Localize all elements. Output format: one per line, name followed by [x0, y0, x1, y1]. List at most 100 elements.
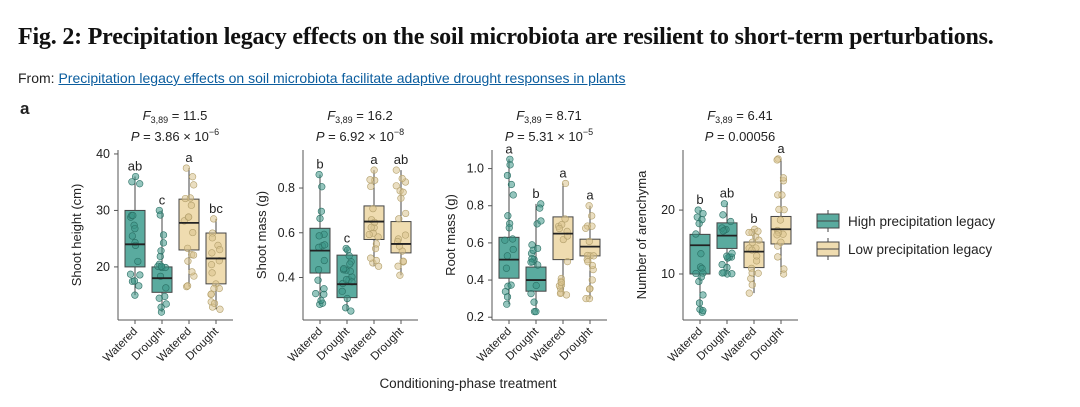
data-point [723, 263, 731, 272]
data-point [126, 270, 135, 278]
f-statistic: F3,89 = 11.5 [143, 108, 208, 125]
data-point [585, 285, 594, 293]
significance-letter: b [532, 186, 539, 201]
data-point [723, 252, 731, 260]
data-point [699, 307, 707, 315]
data-point [401, 231, 410, 239]
data-point [365, 230, 373, 239]
data-point [210, 215, 218, 223]
significance-letter: a [185, 150, 193, 165]
data-point [503, 300, 511, 308]
data-point [588, 212, 596, 220]
significance-letter: b [696, 192, 703, 207]
data-point [585, 202, 593, 210]
data-point [132, 172, 140, 181]
data-point [555, 224, 564, 233]
data-point [128, 232, 136, 240]
data-point [584, 258, 592, 266]
panel-label: a [20, 99, 30, 118]
data-point [776, 216, 785, 224]
legend-label: High precipitation legacy [848, 214, 995, 229]
panel-4: 10 20 Number of arenchyma F3,89 = 6.41 P = 0… [634, 108, 798, 365]
significance-letter: ab [394, 152, 408, 167]
data-point [131, 241, 140, 250]
significance-letter: a [370, 152, 378, 167]
data-point [527, 290, 535, 298]
data-point [314, 265, 323, 274]
source-link[interactable]: Precipitation legacy effects on soil mic… [58, 70, 626, 86]
data-point [186, 194, 195, 202]
significance-letter: c [159, 192, 166, 207]
significance-letter: a [505, 141, 513, 156]
data-point [585, 237, 593, 246]
y-axis-label: Shoot height (cm) [69, 184, 84, 287]
data-point [314, 276, 322, 284]
data-point [369, 205, 377, 213]
data-point [534, 244, 542, 253]
data-point [509, 235, 517, 243]
data-point [727, 217, 735, 226]
data-point [208, 234, 216, 242]
data-point [317, 296, 325, 305]
data-point [509, 245, 517, 254]
data-point [395, 215, 403, 223]
f-statistic: F3,89 = 8.71 [516, 108, 582, 125]
y-tick-label: 10 [661, 267, 675, 281]
panel-3: 0.2 0.4 0.6 0.8 1.0 Root mass (g) F3,89 = 8.71… [443, 108, 607, 365]
data-point [563, 258, 572, 266]
y-axis-label: Number of arenchyma [634, 170, 649, 299]
panel-2: 0.4 0.6 0.8 Shoot mass (g) F3,89 = 16.2 P = 6… [254, 108, 418, 365]
data-point [528, 241, 536, 249]
data-point [755, 236, 763, 244]
data-point [159, 231, 168, 239]
p-value: P = 6.92 × 10−8 [316, 127, 404, 144]
data-point [699, 209, 707, 218]
p-value: P = 3.86 × 10−6 [131, 127, 219, 144]
data-point [501, 236, 509, 244]
data-point [338, 287, 346, 295]
data-point [561, 179, 570, 188]
data-point [374, 233, 382, 241]
data-point [183, 244, 192, 252]
data-point [347, 307, 355, 315]
data-point [534, 261, 542, 269]
data-point [316, 214, 324, 223]
data-point [590, 252, 598, 260]
data-point [719, 227, 727, 235]
y-tick-label: 20 [661, 203, 675, 217]
data-point [184, 257, 192, 265]
data-point [189, 173, 197, 181]
data-point [207, 261, 216, 269]
data-point [208, 249, 216, 257]
data-point [207, 290, 215, 298]
significance-letter: a [559, 165, 567, 180]
data-point [210, 284, 218, 293]
data-point [719, 211, 727, 219]
data-point [134, 257, 142, 266]
data-point [131, 291, 139, 299]
panel-1: 20 30 40 Shoot height (cm) F3,89 = 11.5 P = 3… [69, 108, 233, 365]
data-point [130, 277, 139, 285]
data-point [366, 176, 374, 184]
data-point [748, 281, 756, 289]
data-point [695, 299, 704, 307]
data-point [748, 238, 757, 246]
source-line: From: Precipitation legacy effects on so… [18, 70, 626, 86]
significance-letter: b [316, 157, 323, 172]
data-point [190, 181, 198, 189]
data-point [582, 224, 590, 232]
significance-letter: bc [209, 201, 223, 216]
data-point [372, 240, 380, 248]
data-point [399, 257, 407, 265]
data-point [402, 209, 410, 218]
data-point [774, 191, 782, 199]
data-point [773, 156, 781, 164]
data-point [697, 273, 705, 281]
data-point [536, 204, 544, 212]
p-value: P = 0.00056 [705, 129, 775, 144]
f-statistic: F3,89 = 16.2 [327, 108, 393, 125]
data-point [692, 269, 700, 278]
data-point [320, 256, 328, 265]
data-point [189, 228, 197, 237]
data-point [182, 164, 190, 172]
